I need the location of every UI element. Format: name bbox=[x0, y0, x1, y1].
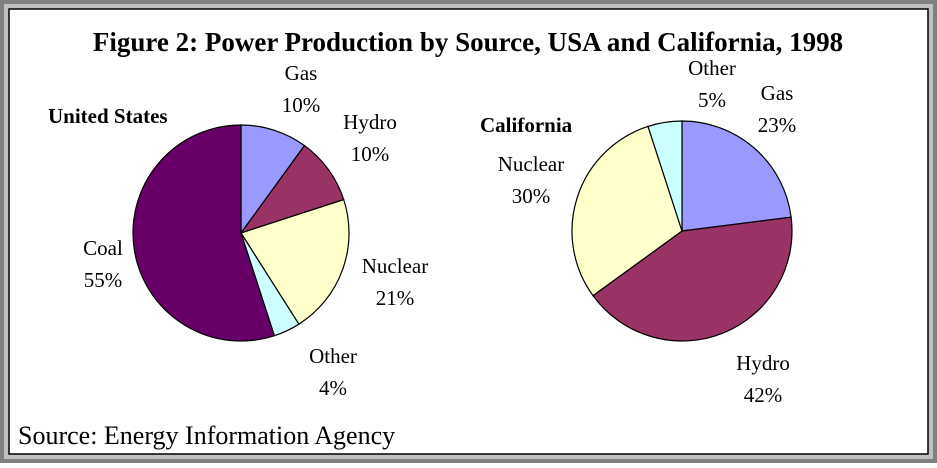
slice-value-label: 21% bbox=[376, 286, 415, 310]
pie-slice bbox=[132, 124, 276, 342]
pie-title: United States bbox=[48, 104, 168, 128]
pie-slice bbox=[647, 120, 683, 232]
chart-title: Figure 2: Power Production by Source, US… bbox=[93, 27, 843, 57]
pie-slice bbox=[592, 216, 793, 342]
slice-label: Other bbox=[688, 56, 736, 80]
pie-slice bbox=[240, 198, 350, 326]
slice-label: Hydro bbox=[736, 351, 790, 375]
pie-slice bbox=[681, 120, 792, 232]
slice-value-label: 10% bbox=[282, 93, 321, 117]
pie-slice bbox=[571, 125, 683, 297]
slice-label: Coal bbox=[83, 236, 123, 260]
slice-label: Gas bbox=[761, 81, 794, 105]
slice-label: Hydro bbox=[343, 110, 397, 134]
slice-value-label: 55% bbox=[84, 268, 123, 292]
slice-value-label: 5% bbox=[698, 88, 726, 112]
slice-label: Nuclear bbox=[362, 254, 428, 278]
pie-title: California bbox=[480, 113, 573, 137]
slice-value-label: 42% bbox=[744, 383, 783, 407]
slice-label: Gas bbox=[285, 61, 318, 85]
slice-value-label: 30% bbox=[512, 184, 551, 208]
source-note: Source: Energy Information Agency bbox=[18, 421, 395, 450]
slice-value-label: 23% bbox=[758, 113, 797, 137]
slice-value-label: 10% bbox=[351, 142, 390, 166]
slice-label: Nuclear bbox=[498, 152, 564, 176]
slice-label: Other bbox=[309, 344, 357, 368]
slice-value-label: 4% bbox=[319, 376, 347, 400]
